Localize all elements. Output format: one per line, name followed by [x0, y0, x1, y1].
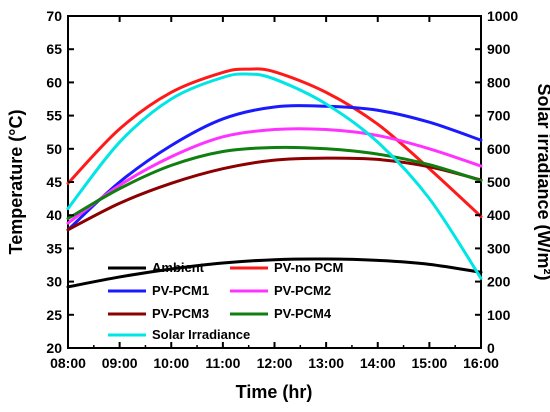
y-tick-label: 60 — [46, 74, 62, 90]
y-tick-label: 20 — [46, 340, 62, 356]
y-tick-label: 40 — [46, 207, 62, 223]
series-line-5 — [66, 145, 483, 221]
series-line-4 — [66, 156, 483, 232]
legend-label: PV-PCM3 — [152, 306, 209, 321]
x-tick-label: 12:00 — [257, 355, 293, 371]
y2-axis-title: Solar irradiance (W/m²) — [534, 83, 550, 280]
series-line-0 — [66, 257, 483, 289]
x-tick-label: 14:00 — [360, 355, 396, 371]
y-tick-label: 65 — [46, 41, 62, 57]
x-tick-label: 08:00 — [50, 355, 86, 371]
y2-tick-label: 400 — [487, 207, 511, 223]
y2-tick-label: 600 — [487, 141, 511, 157]
x-tick-label: 15:00 — [411, 355, 447, 371]
legend-label: PV-PCM1 — [152, 283, 209, 298]
x-tick-label: 13:00 — [308, 355, 344, 371]
legend-label: Ambient — [152, 260, 205, 275]
legend-label: PV-PCM2 — [274, 283, 331, 298]
series-line-6 — [66, 72, 483, 280]
series-line-2 — [66, 104, 483, 232]
y2-tick-label: 500 — [487, 174, 511, 190]
x-tick-label: 09:00 — [102, 355, 138, 371]
axis-ticks: 08:00 09:00 10:00 11:00 12:00 13:00 14:00 15:00… — [46, 8, 518, 371]
legend: Ambient PV-no PCM PV-PCM1 PV-PCM2 PV-PCM3 PV-… — [108, 260, 343, 342]
y-tick-label: 55 — [46, 108, 62, 124]
y-tick-label: 50 — [46, 141, 62, 157]
y2-tick-label: 100 — [487, 307, 511, 323]
y-tick-label: 35 — [46, 240, 62, 256]
y2-tick-label: 300 — [487, 240, 511, 256]
y2-tick-label: 0 — [487, 340, 495, 356]
x-tick-label: 11:00 — [205, 355, 240, 371]
series-line-1 — [66, 67, 483, 219]
y-axis-title: Temperature (°C) — [6, 110, 26, 255]
legend-label: PV-no PCM — [274, 260, 343, 275]
y2-tick-label: 1000 — [487, 8, 518, 24]
y-tick-label: 25 — [46, 307, 62, 323]
series-line-3 — [66, 127, 483, 225]
y2-tick-label: 900 — [487, 41, 511, 57]
y2-tick-label: 700 — [487, 108, 511, 124]
y-tick-label: 70 — [46, 8, 62, 24]
x-axis-title: Time (hr) — [236, 382, 313, 402]
series-lines — [66, 67, 483, 289]
y-tick-label: 45 — [46, 174, 62, 190]
y-tick-label: 30 — [46, 274, 62, 290]
y2-tick-label: 200 — [487, 274, 511, 290]
x-tick-label: 10:00 — [153, 355, 189, 371]
legend-label: PV-PCM4 — [274, 306, 332, 321]
y2-tick-label: 800 — [487, 74, 511, 90]
x-tick-label: 16:00 — [463, 355, 499, 371]
legend-label: Solar Irradiance — [152, 327, 250, 342]
